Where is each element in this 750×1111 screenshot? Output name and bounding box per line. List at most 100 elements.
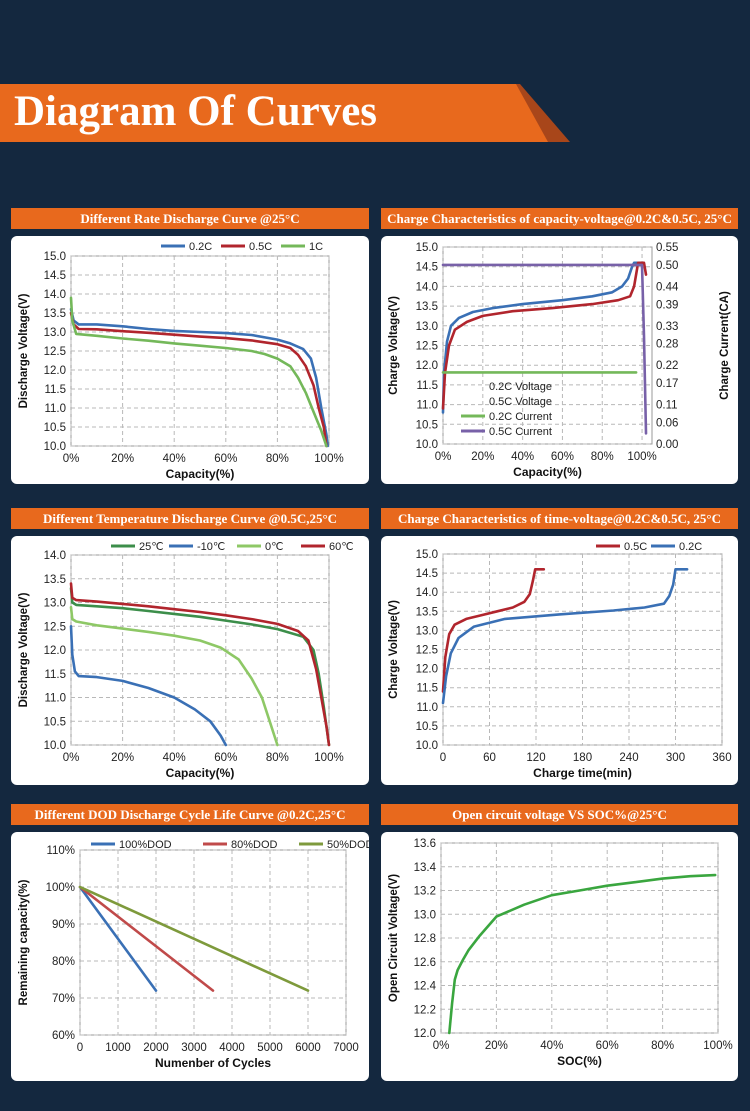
x-tick-label: 20%	[111, 453, 134, 465]
x-tick-label: 6000	[295, 1042, 321, 1054]
y-tick-label: 10.5	[416, 721, 438, 733]
x-tick-label: 60%	[214, 752, 237, 764]
panel-dod-cycle-life: Different DOD Discharge Cycle Life Curve…	[11, 804, 369, 1081]
y-tick-label: 14.5	[416, 568, 438, 580]
legend-label: 50%DOD	[327, 839, 369, 851]
series-line	[441, 261, 644, 414]
y-tick-label: 14.5	[416, 262, 438, 274]
x-axis-label: Capacity(%)	[513, 465, 582, 479]
x-tick-label: 4000	[219, 1042, 245, 1054]
legend-item: 25℃	[111, 541, 164, 553]
y-tick-label: 13.2	[414, 886, 436, 898]
legend-item: 50%DOD	[299, 839, 369, 851]
series-line	[78, 885, 158, 992]
y-tick-label: 110%	[46, 845, 75, 857]
chart-card: 0% 20% 40% 60% 80% 100% 10.0 10.5 11.0 11.5 12.0 12…	[11, 236, 369, 484]
panel-charge-capacity-voltage: Charge Characteristics of capacity-volta…	[381, 208, 738, 484]
y-tick-label: 14.0	[44, 289, 66, 301]
series-line	[448, 873, 717, 1035]
y-tick-label: 11.5	[44, 669, 66, 681]
legend-item: 80%DOD	[203, 839, 278, 851]
y-tick-label: 11.5	[416, 683, 438, 695]
legend-item: 0.2C Voltage	[489, 381, 552, 393]
legend-label: 80%DOD	[231, 839, 278, 851]
x-tick-label: 60%	[551, 451, 574, 463]
series-line	[441, 261, 648, 410]
x-tick-label: 100%	[314, 752, 343, 764]
panel-temperature-discharge: Different Temperature Discharge Curve @0…	[11, 508, 369, 785]
y2-tick-label: 0.50	[656, 260, 678, 272]
y2-tick-label: 0.00	[656, 439, 678, 451]
y-tick-label: 12.5	[44, 621, 66, 633]
x-tick-label: 40%	[163, 453, 186, 465]
y-tick-label: 13.4	[414, 862, 437, 874]
x-tick-label: 180	[573, 752, 592, 764]
y-tick-label: 70%	[52, 993, 75, 1005]
x-tick-label: 360	[712, 752, 731, 764]
series-line	[441, 263, 648, 435]
x-tick-label: 0	[77, 1042, 83, 1054]
y-axis-label: Discharge Voltage(V)	[18, 293, 30, 408]
x-tick-label: 60%	[596, 1040, 619, 1052]
y-tick-label: 12.5	[44, 346, 66, 358]
y-tick-label: 12.8	[414, 933, 436, 945]
legend-label: 60℃	[329, 541, 354, 553]
chart-card: 0 1000 2000 3000 4000 5000 6000 7000 60% 70% 80% 90…	[11, 832, 369, 1081]
y-tick-label: 11.5	[44, 384, 66, 396]
x-axis-label: SOC(%)	[557, 1054, 602, 1068]
panel-rate-discharge: Different Rate Discharge Curve @25°C 0% 2…	[11, 208, 369, 484]
x-tick-label: 20%	[485, 1040, 508, 1052]
grid	[70, 255, 330, 447]
y2-tick-label: 0.44	[656, 281, 679, 293]
y-tick-label: 12.0	[416, 360, 438, 372]
legend-label: 0.2C	[189, 241, 212, 253]
y-tick-label: 13.5	[416, 606, 438, 618]
x-tick-label: 0%	[435, 451, 452, 463]
legend-label: 0.5C	[624, 541, 647, 553]
y-tick-label: 12.0	[416, 664, 438, 676]
legend-item: 60℃	[301, 541, 354, 553]
y-tick-label: 10.5	[44, 716, 66, 728]
legend-label: 0℃	[265, 541, 283, 553]
legend-label: 0.5C Current	[489, 426, 552, 438]
series-line	[441, 568, 689, 705]
y-tick-label: 12.0	[414, 1028, 436, 1040]
y-tick-label: 13.0	[416, 625, 438, 637]
legend-label: 25℃	[139, 541, 164, 553]
panel-title: Different Rate Discharge Curve @25°C	[11, 208, 369, 229]
panel-title: Different Temperature Discharge Curve @0…	[11, 508, 369, 529]
y-axis-label: Charge Voltage(V)	[388, 600, 400, 699]
x-tick-label: 7000	[333, 1042, 359, 1054]
legend-item: 0.5C	[596, 541, 647, 553]
legend-label: 0.2C Voltage	[489, 381, 552, 393]
charge-time-voltage-chart: 0 60 120 180 240 300 360 10.0 10.5 11.0 11.5 12.0 12…	[388, 541, 732, 780]
temperature-discharge-chart: 0% 20% 40% 60% 80% 100% 10.0 10.5 11.0 11.5 12.0 12…	[18, 541, 354, 780]
panel-title: Open circuit voltage VS SOC%@25°C	[381, 804, 738, 825]
y-tick-label: 13.5	[44, 574, 66, 586]
legend-label: 0.2C Current	[489, 411, 552, 423]
y-tick-label: 13.5	[416, 301, 438, 313]
y-tick-label: 11.0	[416, 400, 438, 412]
y-tick-label: 80%	[52, 956, 75, 968]
legend-label: 1C	[309, 241, 323, 253]
x-tick-label: 120	[526, 752, 545, 764]
legend-label: 100%DOD	[119, 839, 172, 851]
y-tick-label: 10.0	[44, 740, 66, 752]
rate-discharge-chart: 0% 20% 40% 60% 80% 100% 10.0 10.5 11.0 11.5 12.0 12…	[18, 241, 344, 481]
y-tick-label: 10.0	[416, 740, 438, 752]
y-tick-label: 10.0	[416, 439, 438, 451]
x-tick-label: 1000	[105, 1042, 131, 1054]
grid	[79, 849, 347, 1036]
x-tick-label: 20%	[111, 752, 134, 764]
x-tick-label: 100%	[314, 453, 343, 465]
x-axis-label: Numenber of Cycles	[155, 1056, 271, 1070]
legend-item: 1C	[281, 241, 323, 253]
x-tick-label: 2000	[143, 1042, 169, 1054]
x-tick-label: 40%	[163, 752, 186, 764]
plot-area	[440, 842, 719, 1034]
y2-tick-label: 0.06	[656, 418, 678, 430]
y-tick-label: 10.5	[44, 422, 66, 434]
y-tick-label: 13.0	[414, 909, 436, 921]
y-tick-label: 10.5	[416, 419, 438, 431]
banner-shape	[0, 84, 570, 142]
